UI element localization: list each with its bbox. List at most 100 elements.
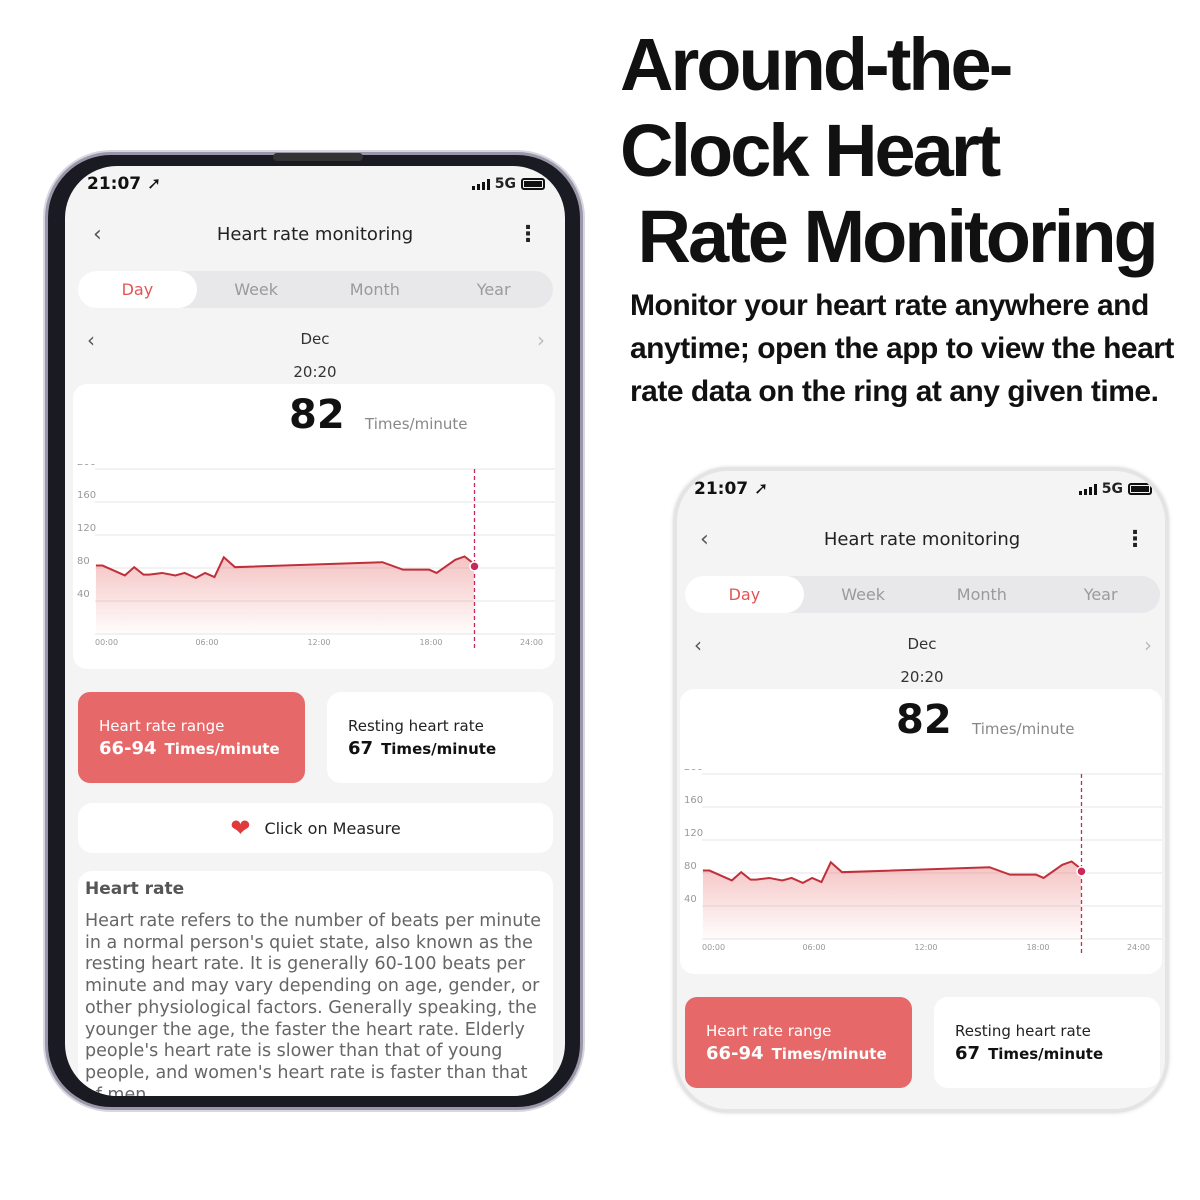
x-tick-label: 18:00 [419, 638, 442, 647]
y-tick-label: 120 [684, 828, 703, 839]
y-tick-label: 40 [684, 894, 697, 905]
page-title: Heart rate monitoring [823, 529, 1021, 550]
y-tick-label: 160 [77, 490, 96, 501]
period-tabs: Day Week Month Year [78, 271, 553, 308]
bpm-value: 82 [896, 697, 952, 743]
range-unit: Times/minute [164, 740, 280, 758]
location-arrow-icon: ➚ [147, 174, 162, 194]
phone-screen: 21:07 ➚ 5G ‹ Heart rate monitoring ⋮ Day… [677, 471, 1165, 1109]
phone-notch [273, 153, 363, 161]
status-time: 21:07 ➚ [694, 479, 768, 499]
y-tick-label: 40 [77, 589, 90, 600]
prev-chevron-icon[interactable]: ‹ [694, 633, 702, 657]
phone-left: 21:07 ➚ 5G ‹ Heart rate monitoring ⋮ Day… [45, 152, 583, 1110]
bpm-unit: Times/minute [972, 720, 1075, 738]
heart-rate-chart[interactable]: 200 160 120 80 40 00:00 06:00 12:00 18:00 24:00 [680, 769, 1162, 969]
resting-label: Resting heart rate [348, 717, 484, 735]
y-tick-label: 160 [684, 795, 703, 806]
date-navigator: Dec ‹ › [65, 328, 565, 352]
date-label: Dec [907, 635, 937, 653]
x-tick-label: 12:00 [914, 943, 937, 952]
x-tick-label: 06:00 [195, 638, 218, 647]
x-tick-label: 24:00 [520, 638, 543, 647]
tab-month[interactable]: Month [956, 585, 1007, 604]
measure-label: Click on Measure [264, 818, 401, 838]
heart-rate-range-card: Heart rate range 66-94 Times/minute [78, 692, 305, 783]
tab-day[interactable]: Day [78, 271, 197, 308]
selected-time: 20:20 [900, 668, 944, 686]
headline-line: Around-the- [620, 23, 1013, 106]
range-label: Heart rate range [99, 717, 225, 735]
resting-heart-rate-card: Resting heart rate 67 Times/minute [934, 997, 1160, 1088]
tab-month[interactable]: Month [349, 280, 400, 299]
resting-heart-rate-card: Resting heart rate 67 Times/minute [327, 692, 553, 783]
resting-number: 67 [348, 738, 374, 759]
headline-line: Rate Monitoring [620, 195, 1159, 278]
location-arrow-icon: ➚ [754, 479, 769, 499]
info-body: Heart rate refers to the number of beats… [85, 911, 541, 1096]
back-chevron-icon[interactable]: ‹ [93, 222, 102, 247]
resting-label: Resting heart rate [955, 1022, 1091, 1040]
bpm-unit: Times/minute [365, 415, 468, 433]
battery-icon [1128, 483, 1152, 495]
description: Monitor your heart rate anywhere and any… [630, 289, 1174, 408]
y-tick-label: 200 [684, 769, 703, 773]
selected-point-marker [469, 561, 480, 572]
range-value: 66-94 Times/minute [99, 738, 280, 759]
range-value: 66-94 Times/minute [706, 1043, 887, 1064]
y-tick-label: 200 [77, 464, 96, 468]
more-vertical-icon[interactable]: ⋮ [1124, 527, 1146, 552]
series-line [702, 860, 1083, 885]
reading-card: 82 Times/minute 200 160 120 80 40 00:00 06:00 1… [680, 689, 1162, 974]
signal-icon [471, 178, 490, 190]
network-label: 5G [494, 176, 516, 192]
phone-screen: 21:07 ➚ 5G ‹ Heart rate monitoring ⋮ Day… [65, 166, 565, 1096]
resting-unit: Times/minute [381, 740, 497, 758]
info-title: Heart rate [85, 879, 185, 899]
resting-value: 67 Times/minute [348, 738, 496, 759]
app-screen: 21:07 ➚ 5G ‹ Heart rate monitoring ⋮ Day… [65, 166, 565, 1096]
status-time: 21:07 ➚ [87, 174, 161, 194]
resting-number: 67 [955, 1043, 981, 1064]
date-navigator: Dec ‹ › [677, 633, 1165, 657]
status-indicators: 5G [471, 176, 545, 192]
tab-year[interactable]: Year [476, 280, 511, 299]
resting-value: 67 Times/minute [955, 1043, 1103, 1064]
page-title: Heart rate monitoring [216, 224, 414, 245]
tab-day[interactable]: Day [685, 576, 804, 613]
more-vertical-icon[interactable]: ⋮ [517, 222, 539, 247]
selected-point-marker [1076, 866, 1087, 877]
heart-pulse-icon: ❤ [230, 814, 251, 842]
range-unit: Times/minute [771, 1045, 887, 1063]
tab-year[interactable]: Year [1083, 585, 1118, 604]
next-chevron-icon[interactable]: › [537, 328, 545, 352]
heart-rate-chart[interactable]: 200 160 120 80 40 00:00 06:00 12:00 18:00 24:00 [73, 464, 555, 664]
tab-week[interactable]: Week [841, 585, 886, 604]
clock: 21:07 [87, 174, 142, 194]
range-number: 66-94 [99, 738, 157, 759]
x-tick-label: 24:00 [1127, 943, 1150, 952]
measure-button[interactable]: ❤ Click on Measure [78, 803, 553, 853]
tab-week[interactable]: Week [234, 280, 279, 299]
x-tick-label: 18:00 [1026, 943, 1049, 952]
battery-icon [521, 178, 545, 190]
next-chevron-icon[interactable]: › [1144, 633, 1152, 657]
x-tick-label: 00:00 [95, 638, 118, 647]
period-tabs: Day Week Month Year [685, 576, 1160, 613]
headline-line: Clock Heart [620, 109, 1001, 192]
range-label: Heart rate range [706, 1022, 832, 1040]
y-tick-label: 80 [77, 556, 90, 567]
phone-right: 21:07 ➚ 5G ‹ Heart rate monitoring ⋮ Day… [674, 468, 1168, 1112]
x-tick-label: 06:00 [802, 943, 825, 952]
x-tick-label: 12:00 [307, 638, 330, 647]
series-line [95, 555, 476, 580]
clock: 21:07 [694, 479, 749, 499]
status-indicators: 5G [1078, 481, 1152, 497]
bpm-value: 82 [289, 392, 345, 438]
x-tick-label: 00:00 [702, 943, 725, 952]
back-chevron-icon[interactable]: ‹ [700, 527, 709, 552]
prev-chevron-icon[interactable]: ‹ [87, 328, 95, 352]
y-tick-label: 80 [684, 861, 697, 872]
app-screen: 21:07 ➚ 5G ‹ Heart rate monitoring ⋮ Day… [677, 471, 1165, 1091]
y-tick-label: 120 [77, 523, 96, 534]
